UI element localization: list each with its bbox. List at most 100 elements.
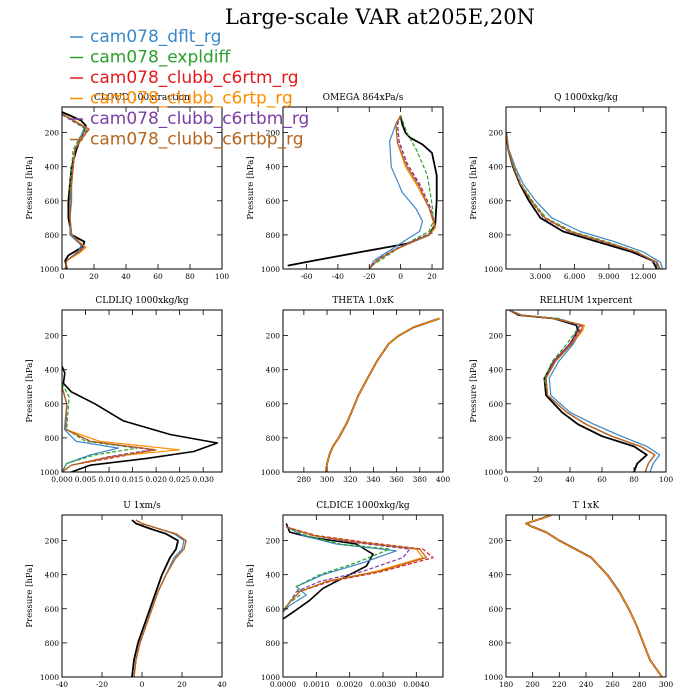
panel-title: THETA 1.0xK xyxy=(332,296,394,306)
y-tick-label: 200 xyxy=(45,537,60,546)
y-tick-label: 400 xyxy=(489,163,504,172)
plot-frame xyxy=(61,309,223,473)
panel-4: CLDLIQ 1000xkg/kg Pressure [hPa] 200 400 600… xyxy=(25,296,223,484)
x-tick-label: 80 xyxy=(185,272,195,281)
x-tick-label: 0.0000 xyxy=(270,680,296,689)
y-tick-label: 1000 xyxy=(261,265,280,274)
x-tick-label: 40 xyxy=(121,272,131,281)
y-tick-label: 600 xyxy=(489,197,504,206)
x-tick-label: 380 xyxy=(413,475,428,484)
series-line xyxy=(368,115,436,268)
y-tick-label: 600 xyxy=(45,605,60,614)
series-line xyxy=(62,386,120,472)
y-tick-label: 800 xyxy=(45,434,60,443)
series-line xyxy=(368,115,436,269)
y-axis-label: Pressure [hPa] xyxy=(246,564,256,627)
x-tick-label: 0.030 xyxy=(192,475,214,484)
y-axis-label: Pressure [hPa] xyxy=(469,156,479,219)
series-line xyxy=(283,526,391,613)
series-line xyxy=(287,115,438,267)
plot-frame xyxy=(282,514,444,678)
x-tick-label: 260 xyxy=(606,680,621,689)
panel-3: Q 1000xkg/kg Pressure [hPa] 200 400 600 800 10… xyxy=(469,93,667,281)
y-tick-label: 400 xyxy=(266,366,281,375)
panel-title: CLOUD 100xfraction xyxy=(94,93,190,103)
y-tick-label: 200 xyxy=(489,129,504,138)
x-tick-label: -20 xyxy=(96,680,108,689)
y-tick-label: 1000 xyxy=(484,673,503,682)
x-tick-label: 0 xyxy=(504,475,509,484)
x-tick-label: 0.010 xyxy=(98,475,120,484)
y-tick-label: 200 xyxy=(266,129,281,138)
series-line xyxy=(525,515,663,677)
x-tick-label: 0 xyxy=(398,272,403,281)
legend-label: cam078_clubb_c6rtm_rg xyxy=(90,68,299,88)
x-tick-label: 180 xyxy=(499,680,514,689)
x-tick-label: 240 xyxy=(579,680,594,689)
series-group xyxy=(287,115,438,269)
x-tick-label: 0.0020 xyxy=(337,680,363,689)
legend: cam078_dflt_rgcam078_expldiffcam078_club… xyxy=(70,27,309,150)
x-tick-label: 320 xyxy=(343,475,358,484)
x-tick-label: 0.025 xyxy=(169,475,191,484)
panel-5: THETA 1.0xK 200 400 600 800 1000 280 300 320 340 3… xyxy=(261,296,450,484)
series-group xyxy=(325,317,440,472)
x-tick-label: 60 xyxy=(597,475,607,484)
x-tick-label: -60 xyxy=(300,272,312,281)
series-group xyxy=(525,515,663,677)
x-tick-label: 300 xyxy=(659,680,674,689)
legend-label: cam078_clubb_c6rtbm_rg xyxy=(90,109,309,129)
plot-frame xyxy=(505,106,667,270)
series-line xyxy=(62,386,157,472)
y-tick-label: 600 xyxy=(489,605,504,614)
series-line xyxy=(368,115,435,268)
y-tick-label: 800 xyxy=(489,434,504,443)
x-tick-label: 100 xyxy=(215,272,230,281)
series-line xyxy=(283,526,397,613)
y-tick-label: 1000 xyxy=(484,265,503,274)
x-tick-label: 6.000 xyxy=(564,272,586,281)
series-line xyxy=(508,310,656,472)
y-axis-label: Pressure [hPa] xyxy=(25,564,35,627)
y-axis-label: Pressure [hPa] xyxy=(246,156,256,219)
legend-label: cam078_clubb_c6rtp_rg xyxy=(90,89,293,109)
y-tick-label: 200 xyxy=(266,332,281,341)
series-line xyxy=(283,526,427,613)
series-line xyxy=(62,113,87,269)
series-line xyxy=(368,115,424,269)
series-line xyxy=(62,114,90,269)
y-tick-label: 400 xyxy=(266,163,281,172)
y-axis-label: Pressure [hPa] xyxy=(469,359,479,422)
y-tick-label: 400 xyxy=(45,163,60,172)
plot-frame xyxy=(61,106,223,270)
plot-frame xyxy=(61,514,223,678)
x-tick-label: 9.000 xyxy=(598,272,620,281)
y-tick-label: 800 xyxy=(266,639,281,648)
x-tick-label: 3.000 xyxy=(530,272,552,281)
series-line xyxy=(325,317,440,472)
y-tick-label: 1000 xyxy=(40,673,59,682)
series-line xyxy=(283,526,424,613)
x-tick-label: 100 xyxy=(659,475,674,484)
x-tick-label: 0.0040 xyxy=(403,680,429,689)
x-tick-label: 80 xyxy=(629,475,639,484)
plot-frame xyxy=(282,106,444,270)
plot-frame xyxy=(505,309,667,473)
series-line xyxy=(525,515,663,677)
panel-title: RELHUM 1xpercent xyxy=(540,296,633,306)
x-tick-label: -40 xyxy=(56,680,68,689)
series-line xyxy=(508,310,656,472)
series-group xyxy=(283,523,434,620)
y-tick-label: 600 xyxy=(266,400,281,409)
series-line xyxy=(325,317,440,472)
x-tick-label: 0 xyxy=(140,680,145,689)
y-tick-label: 600 xyxy=(45,400,60,409)
y-tick-label: 1000 xyxy=(484,468,503,477)
series-group xyxy=(508,310,661,472)
panel-title: OMEGA 864xPa/s xyxy=(323,93,404,103)
